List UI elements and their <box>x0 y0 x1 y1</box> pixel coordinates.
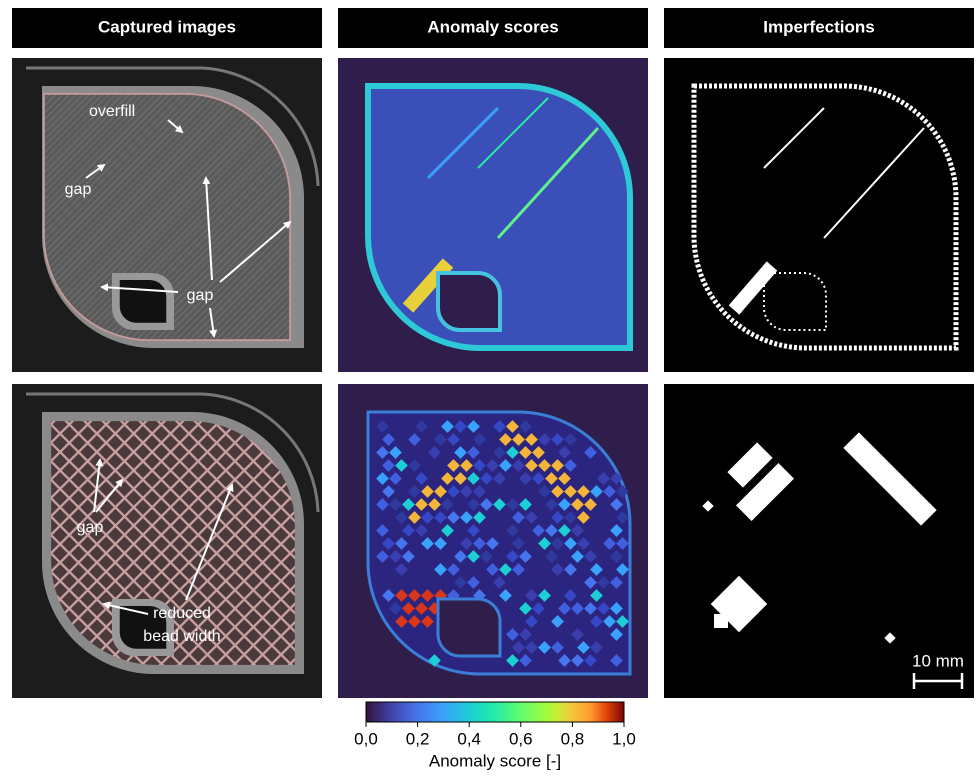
column-header: Anomaly scores <box>427 17 558 36</box>
anomaly-map <box>338 384 648 698</box>
column-header: Imperfections <box>763 17 874 36</box>
colorbar <box>366 702 624 722</box>
annotation: bead width <box>143 628 220 645</box>
anomaly-map <box>338 58 648 372</box>
colorbar-tick-label: 0,6 <box>509 729 533 748</box>
captured-image <box>12 58 322 372</box>
annotation: gap <box>77 519 104 536</box>
image-detail <box>438 273 500 330</box>
image-detail <box>714 614 728 628</box>
colorbar-tick-label: 1,0 <box>612 729 636 748</box>
scale-bar-label: 10 mm <box>912 651 964 670</box>
annotation: gap <box>65 181 92 198</box>
image-detail <box>438 599 500 656</box>
column-header: Captured images <box>98 17 236 36</box>
annotation: gap <box>187 287 214 304</box>
annotation: overfill <box>89 103 135 120</box>
annotation: reduced <box>153 605 211 622</box>
colorbar-label: Anomaly score [-] <box>429 751 561 770</box>
image-detail: 0,0 0,2 0,4 0,6 0,8 1,0 <box>354 722 636 748</box>
image-detail <box>120 280 167 323</box>
colorbar-tick-label: 0,8 <box>561 729 585 748</box>
captured-image <box>12 384 322 698</box>
figure: Captured images Anomaly scores Imperfect… <box>0 0 978 776</box>
image-detail <box>664 58 974 372</box>
colorbar-tick-label: 0,4 <box>457 729 481 748</box>
colorbar-tick-label: 0,0 <box>354 729 378 748</box>
colorbar-tick-label: 0,2 <box>406 729 430 748</box>
imperfection-map <box>664 58 974 372</box>
